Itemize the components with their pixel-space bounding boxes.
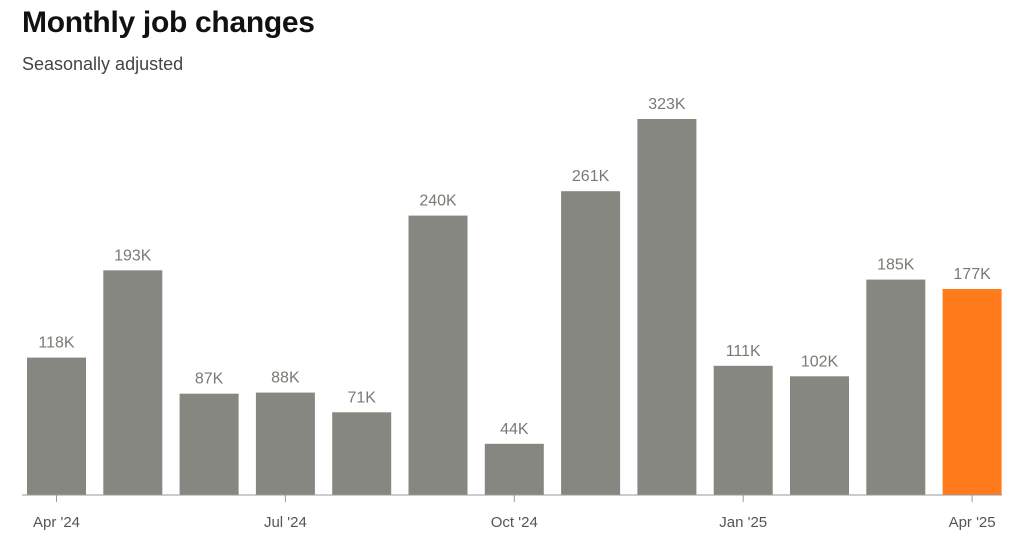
bar-value-label: 177K — [953, 266, 991, 283]
bar-value-label: 88K — [271, 370, 300, 387]
bar-value-label: 44K — [500, 421, 529, 438]
bar-value-label: 118K — [38, 335, 75, 352]
bar — [27, 357, 86, 495]
bar-value-label: 111K — [726, 343, 761, 360]
x-tick-label: Oct '24 — [491, 514, 538, 531]
chart-subtitle: Seasonally adjusted — [22, 54, 184, 74]
bar — [942, 289, 1002, 495]
bar-value-label: 323K — [648, 96, 686, 113]
bar — [561, 191, 621, 495]
bar — [790, 376, 849, 495]
bar — [866, 279, 926, 495]
x-tick-label: Jan '25 — [719, 514, 767, 531]
x-tick-label: Apr '24 — [33, 514, 80, 531]
bar-value-label: 87K — [195, 371, 224, 388]
bar — [179, 393, 239, 495]
chart-title: Monthly job changes — [22, 6, 315, 39]
bar-value-label: 193K — [114, 247, 152, 264]
bar — [713, 365, 773, 495]
bar — [637, 119, 697, 495]
x-tick-label: Apr '25 — [949, 514, 996, 531]
bar-value-label: 185K — [877, 257, 915, 274]
bar-value-label: 71K — [347, 389, 376, 406]
x-tick-label: Jul '24 — [264, 514, 307, 531]
bar-value-label: 102K — [801, 353, 839, 370]
bar — [408, 215, 468, 495]
bar — [103, 270, 163, 495]
bar-value-label: 261K — [572, 168, 610, 185]
bar — [332, 412, 392, 495]
bar — [255, 392, 315, 495]
bar — [484, 443, 544, 495]
bar-value-label: 240K — [419, 193, 457, 210]
